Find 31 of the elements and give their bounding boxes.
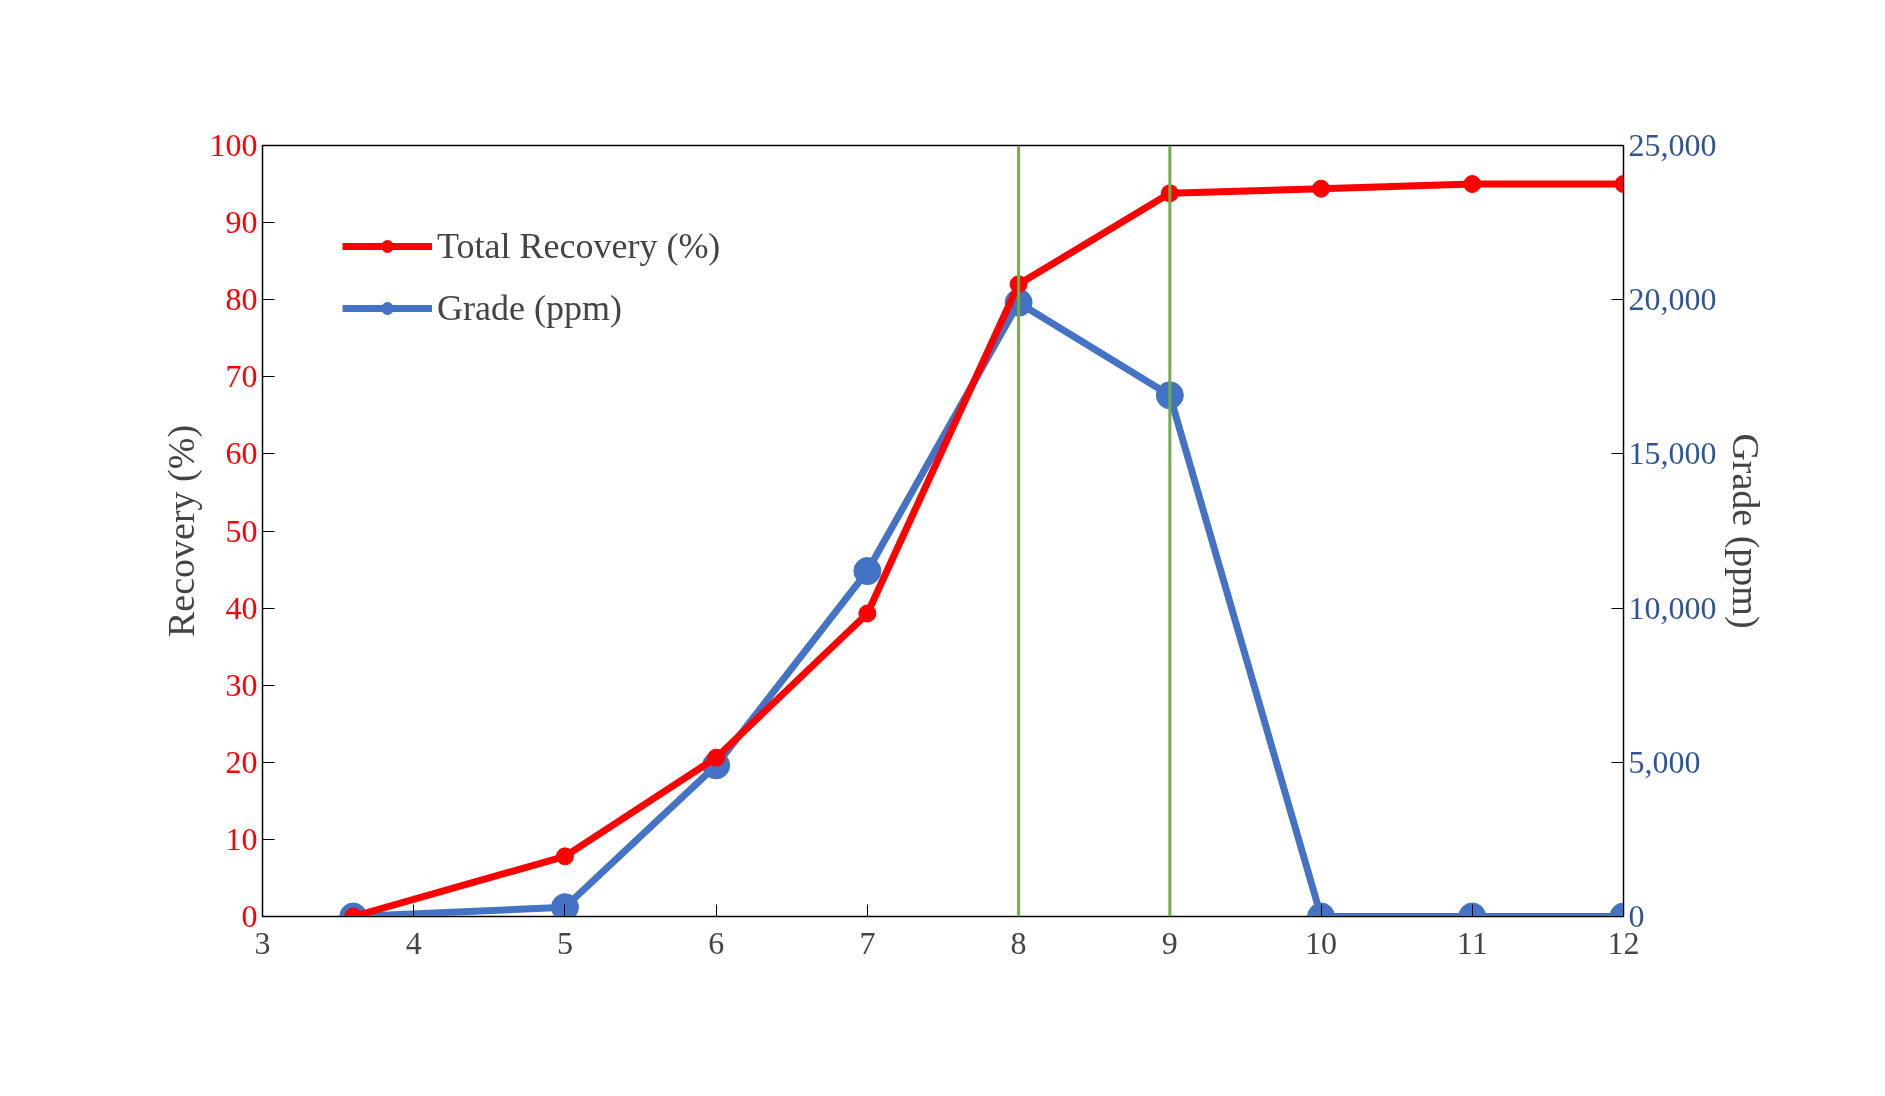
x-tick-label: 9: [1161, 924, 1178, 961]
x-tick-label: 4: [405, 924, 422, 961]
y-tick-label: 90: [225, 204, 258, 241]
y-tick-label: 40: [225, 589, 258, 626]
y-axis-title: Recovery (%): [159, 424, 203, 638]
y-tick-label: 70: [225, 358, 258, 395]
legend-label: Grade (ppm): [437, 287, 622, 329]
x-tick-label: 5: [556, 924, 573, 961]
y2-tick-label: 10,000: [1628, 589, 1717, 626]
x-tick-label: 6: [708, 924, 725, 961]
y2-tick-label: 25,000: [1628, 127, 1717, 163]
x-tick-label: 11: [1456, 924, 1488, 961]
y-tick-label: 50: [225, 512, 258, 549]
y2-tick-label: 5,000: [1628, 743, 1701, 780]
x-tick-label: 8: [1010, 924, 1027, 961]
y-tick-label: 20: [225, 743, 258, 780]
y-tick-label: 60: [225, 435, 258, 472]
y-tick-label: 30: [225, 666, 258, 703]
x-tick-label: 7: [859, 924, 876, 961]
y2-axis-title: Grade (ppm): [1723, 433, 1767, 629]
y-tick-label: 100: [209, 127, 258, 163]
y2-tick-label: 20,000: [1628, 281, 1717, 318]
point: [555, 847, 574, 866]
legend-label: Total Recovery (%): [437, 225, 721, 267]
point: [1463, 175, 1482, 194]
x-tick-label: 10: [1305, 924, 1338, 961]
point: [858, 604, 877, 623]
y-tick-label: 10: [225, 820, 258, 857]
y-tick-label: 80: [225, 281, 258, 318]
y2-tick-label: 15,000: [1628, 435, 1717, 472]
point: [1312, 179, 1331, 198]
